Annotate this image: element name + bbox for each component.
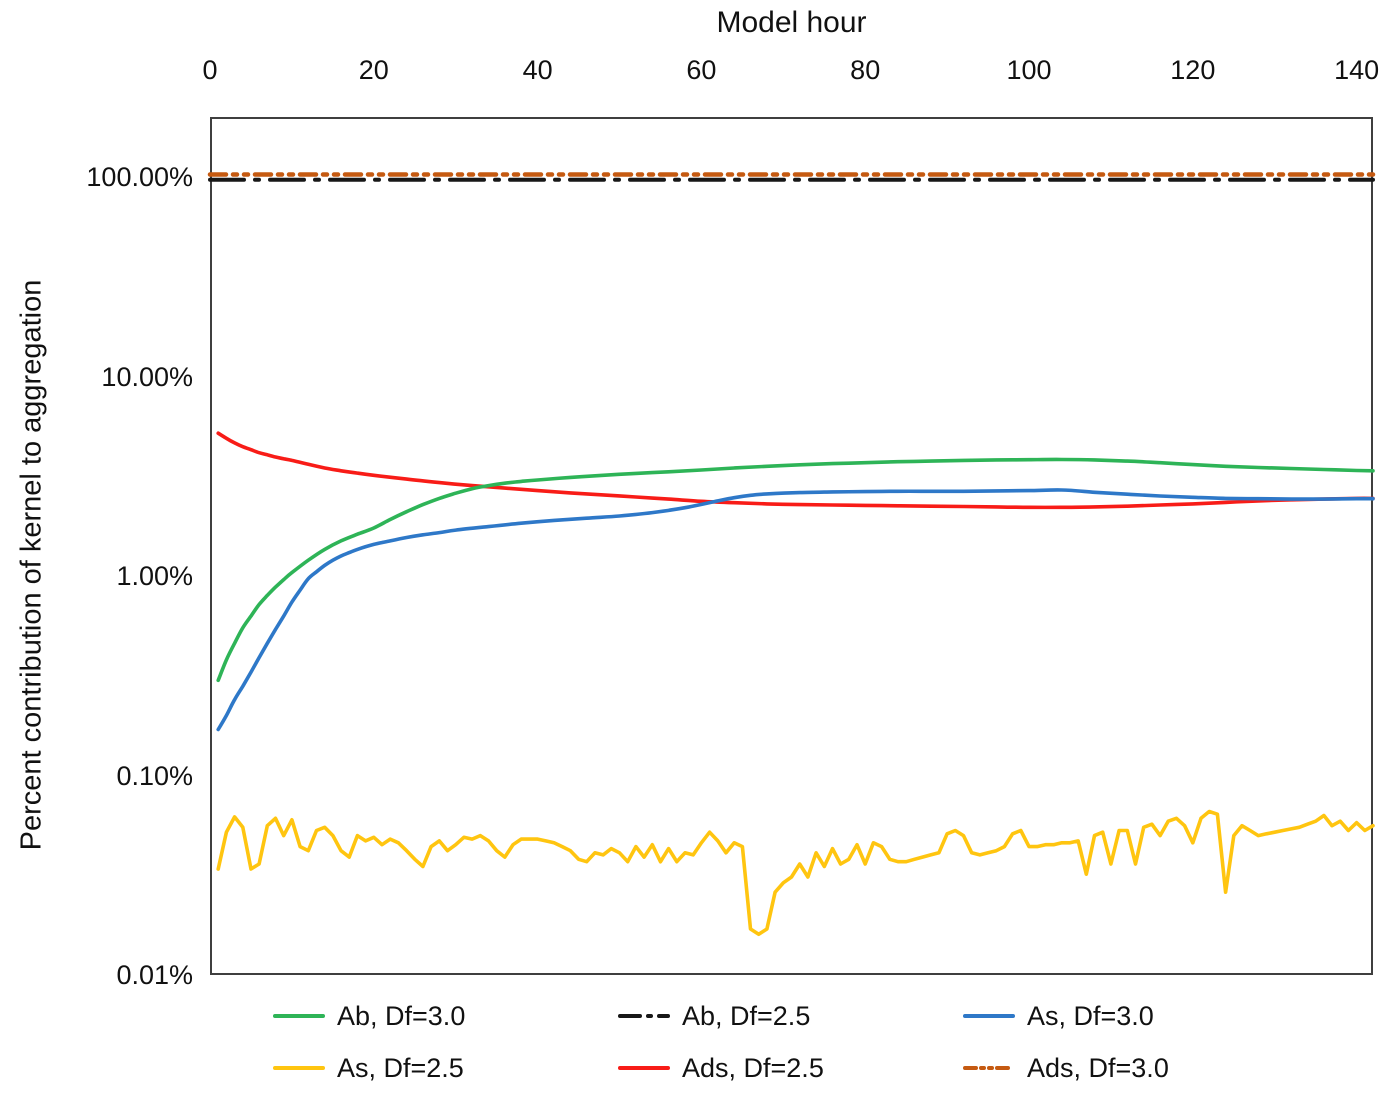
legend-label: Ads, Df=3.0 [1027, 1052, 1169, 1083]
legend-label: As, Df=3.0 [1027, 1000, 1154, 1031]
x-tick-label: 40 [522, 55, 553, 85]
plot-area [207, 117, 1376, 975]
legend-line-sample [273, 1014, 325, 1018]
legend-item: As, Df=3.0 [963, 1001, 1308, 1032]
y-tick-label: 0.10% [116, 760, 193, 791]
x-axis-title: Model hour [716, 6, 867, 39]
x-tick-label: 0 [202, 55, 218, 85]
legend-line-sample [618, 1066, 670, 1070]
legend-item: Ads, Df=3.0 [963, 1053, 1308, 1084]
legend-item: Ab, Df=2.5 [618, 1001, 963, 1032]
y-tick-label: 100.00% [86, 162, 193, 193]
series-line [216, 457, 1375, 683]
y-tick-label: 1.00% [116, 561, 193, 592]
x-tick-label: 20 [358, 55, 389, 85]
y-tick-label: 10.00% [101, 361, 193, 392]
legend-line-sample [273, 1066, 325, 1070]
series-line [216, 488, 1375, 732]
legend-item: Ab, Df=3.0 [273, 1001, 618, 1032]
x-tick-label: 80 [850, 55, 881, 85]
legend-label: Ab, Df=3.0 [337, 1000, 466, 1031]
x-tick-label: 100 [1006, 55, 1052, 85]
legend-item: As, Df=2.5 [273, 1053, 618, 1084]
legend-label: Ads, Df=2.5 [682, 1052, 824, 1083]
x-tick-label: 60 [686, 55, 717, 85]
legend-item: Ads, Df=2.5 [618, 1053, 963, 1084]
legend-label: As, Df=2.5 [337, 1052, 464, 1083]
series-line [216, 431, 1375, 510]
series-line [216, 809, 1375, 937]
y-axis-tick-labels: 100.00% 10.00% 1.00% 0.10% 0.01% [0, 0, 193, 1098]
legend: Ab, Df=3.0 Ab, Df=2.5 As, Df=3.0 As, Df=2.5… [273, 990, 1308, 1094]
legend-line-sample [963, 1066, 1015, 1070]
legend-line-sample [618, 1014, 670, 1018]
y-tick-label: 0.01% [116, 960, 193, 990]
x-tick-label: 120 [1170, 55, 1216, 85]
x-tick-label: 140 [1334, 55, 1380, 85]
legend-label: Ab, Df=2.5 [682, 1000, 811, 1031]
plot-border [210, 117, 1373, 975]
legend-line-sample [963, 1014, 1015, 1018]
